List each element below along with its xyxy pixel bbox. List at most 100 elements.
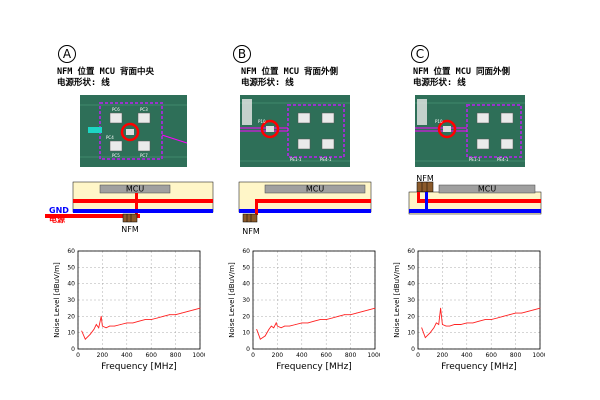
noise-data-point (533, 309, 535, 311)
noise-data-point (120, 324, 122, 325)
noise-data-point (496, 317, 498, 319)
photo-label: PE4-1 (320, 157, 332, 162)
noise-data-point (169, 314, 170, 316)
noise-data-point (325, 319, 327, 320)
y-tick-label: 40 (67, 281, 75, 288)
noise-data-point (109, 325, 111, 327)
noise-data-point (98, 327, 100, 329)
y-axis-label: Noise Level [dBuV/m] (53, 262, 61, 338)
pcb-photo: PC6 PC3 PC4 PC5 PC7 (80, 95, 187, 167)
noise-data-point (338, 315, 339, 317)
noise-data-point (424, 337, 426, 338)
y-tick-label: 30 (407, 297, 415, 304)
noise-data-point (374, 307, 376, 309)
noise-data-point (307, 322, 309, 324)
mcu-label: MCU (478, 185, 496, 194)
y-tick-label: 60 (407, 248, 415, 255)
y-axis-label: Noise Level [dBuV/m] (228, 262, 236, 338)
y-tick-label: 50 (67, 264, 75, 271)
noise-data-point (187, 311, 189, 312)
noise-data-point (144, 319, 146, 320)
y-tick-label: 0 (246, 346, 250, 353)
panel-title: NFM 位置 MCU 背面外側 电源形状: 线 (241, 67, 338, 89)
x-tick-label: 800 (170, 352, 182, 359)
noise-data-point (515, 312, 516, 314)
x-tick-label: 800 (345, 352, 357, 359)
title-line-nfm-position: NFM 位置 MCU 背面中央 (57, 67, 155, 77)
y-tick-label: 30 (67, 297, 75, 304)
nfm-label: NFM (121, 225, 139, 234)
photo-label: P10 (435, 119, 443, 124)
noise-data-point (435, 322, 437, 324)
title-line-power-shape: 电源形状: 线 (413, 78, 466, 88)
x-tick-label: 600 (145, 352, 157, 359)
noise-data-point (521, 312, 523, 314)
photo-label: PC3 (140, 107, 148, 112)
x-tick-label: 200 (272, 352, 284, 359)
x-tick-label: 0 (251, 352, 255, 359)
pcb-photo: P10 PE1-1 PE4-1 (415, 95, 525, 167)
panel-badge: B (233, 45, 251, 63)
noise-data-point (301, 322, 303, 324)
x-tick-label: 400 (121, 352, 133, 359)
noise-data-point (440, 307, 441, 309)
noise-data-point (429, 332, 431, 334)
noise-data-point (105, 327, 107, 329)
noise-data-point (433, 327, 435, 329)
noise-data-point (256, 329, 258, 330)
plot-frame (77, 250, 201, 350)
noise-series-line (421, 307, 541, 339)
noise-data-point (277, 325, 278, 327)
noise-data-point (445, 325, 447, 327)
noise-data-point (539, 307, 541, 309)
cross-section-diagram: NFM MCU (408, 174, 542, 215)
noise-series-line (256, 307, 376, 340)
noise-data-point (438, 324, 440, 325)
photo-label: PE1-1 (469, 157, 481, 162)
x-tick-label: 400 (296, 352, 308, 359)
nfm-label: NFM (242, 227, 260, 236)
noise-data-point (273, 327, 275, 329)
noise-data-point (95, 324, 97, 325)
photo-label: PE4-1 (497, 157, 509, 162)
pcb-photo: P10 PE1-1 PE4-1 (240, 95, 350, 167)
noise-data-point (126, 322, 128, 324)
noise-data-point (295, 324, 297, 325)
y-tick-label: 50 (407, 264, 415, 271)
noise-data-point (163, 315, 164, 317)
panel-a: A NFM 位置 MCU 背面中央 电源形状: 线 PC6 PC3 PC4 PC… (45, 0, 245, 400)
plot-frame (417, 250, 541, 350)
y-tick-label: 10 (242, 330, 250, 337)
noise-data-point (344, 314, 345, 316)
x-tick-label: 0 (416, 352, 420, 359)
title-line-power-shape: 电源形状: 线 (241, 78, 294, 88)
title-line-nfm-position: NFM 位置 MCU 同面外側 (413, 67, 511, 77)
noise-data-point (100, 315, 102, 317)
photo-label: PE1-1 (290, 157, 302, 162)
y-tick-label: 20 (242, 313, 250, 320)
panel-badge: A (58, 45, 76, 63)
photo-label: P10 (258, 119, 266, 124)
noise-data-point (421, 327, 423, 329)
y-tick-label: 10 (407, 330, 415, 337)
mcu-label: MCU (306, 185, 324, 194)
y-tick-label: 0 (411, 346, 415, 353)
noise-data-point (193, 309, 195, 311)
y-tick-label: 30 (242, 297, 250, 304)
noise-data-point (503, 315, 504, 317)
panel-title: NFM 位置 MCU 背面中央 电源形状: 线 (57, 67, 154, 89)
cross-section-diagram: MCU GND 电源 NFM (45, 181, 214, 234)
y-tick-label: 20 (67, 313, 75, 320)
noise-data-point (484, 319, 486, 320)
title-line-nfm-position: NFM 位置 MCU 背面外側 (241, 67, 339, 77)
nfm-label: NFM (416, 174, 434, 183)
noise-data-point (356, 312, 358, 314)
x-tick-label: 400 (461, 352, 473, 359)
noise-data-point (84, 338, 86, 340)
